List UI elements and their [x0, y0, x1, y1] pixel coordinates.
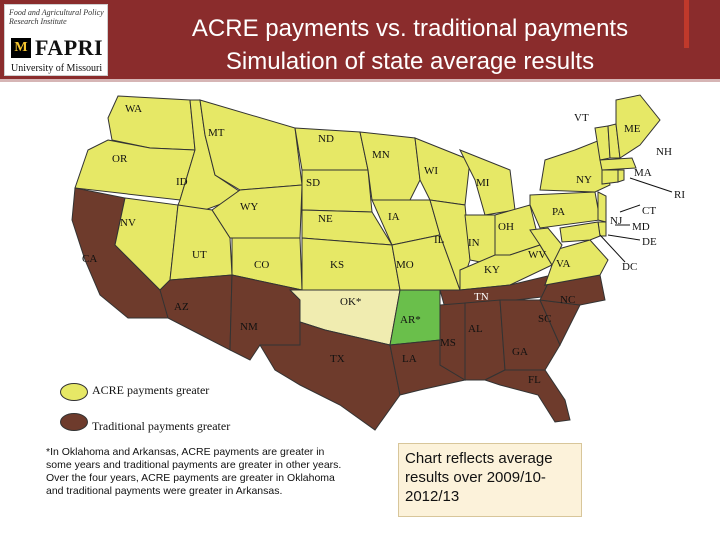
label-id: ID	[176, 176, 188, 188]
leader-ct	[619, 204, 641, 213]
label-ca: CA	[82, 253, 97, 265]
state-fl	[483, 369, 571, 423]
label-nc: NC	[560, 294, 575, 306]
label-wi: WI	[424, 165, 438, 177]
mizzou-m-icon: M	[11, 38, 31, 58]
label-ar: AR*	[400, 314, 421, 326]
label-co: CO	[254, 259, 269, 271]
label-mi: MI	[476, 177, 490, 189]
title-rule	[0, 79, 720, 82]
state-pa	[529, 191, 601, 229]
legend-traditional-swatch	[60, 413, 88, 431]
label-mt: MT	[208, 127, 225, 139]
logo-university-text: University of Missouri	[11, 63, 103, 74]
state-wv	[529, 227, 563, 267]
label-md: MD	[632, 221, 650, 233]
logo-fapri-text: FAPRI	[35, 35, 104, 60]
leader-dc	[599, 234, 626, 263]
label-ut: UT	[192, 249, 207, 261]
label-nv: NV	[120, 217, 136, 229]
label-pa: PA	[552, 206, 565, 218]
label-sc: SC	[538, 313, 551, 325]
period-callout: Chart reflects average results over 2009…	[398, 443, 582, 517]
title-bar: Food and Agricultural Policy Research In…	[0, 0, 720, 82]
slide-title-line2: Simulation of state average results	[225, 48, 595, 75]
footnote: *In Oklahoma and Arkansas, ACRE payments…	[46, 446, 342, 497]
state-ks	[301, 237, 401, 291]
legend-acre-swatch	[60, 383, 88, 401]
state-ny	[539, 139, 611, 193]
label-nh: NH	[656, 146, 672, 158]
state-ri	[617, 169, 625, 183]
label-ga: GA	[512, 346, 528, 358]
slide-title-line1: ACRE payments vs. traditional payments	[191, 15, 629, 42]
state-ct	[601, 169, 619, 185]
label-la: LA	[402, 353, 417, 365]
state-wa	[107, 95, 196, 151]
legend-acre-label: ACRE payments greater	[92, 383, 210, 397]
state-me	[615, 94, 661, 159]
label-me: ME	[624, 123, 641, 135]
label-ky: KY	[484, 264, 500, 276]
leader-de	[607, 234, 641, 241]
leader-ri	[629, 177, 673, 193]
state-or	[74, 139, 196, 201]
label-az: AZ	[174, 301, 189, 313]
label-de: DE	[642, 236, 657, 248]
label-tn: TN	[474, 291, 489, 303]
label-sd: SD	[306, 177, 320, 189]
legend-traditional-label: Traditional payments greater	[92, 419, 231, 433]
label-wv: WV	[528, 249, 546, 261]
state-az	[159, 274, 233, 351]
label-ma: MA	[634, 167, 652, 179]
label-ny: NY	[576, 174, 592, 186]
label-tx: TX	[330, 353, 345, 365]
label-ia: IA	[388, 211, 400, 223]
label-al: AL	[468, 323, 483, 335]
label-ne: NE	[318, 213, 333, 225]
title-accent-bar	[684, 0, 689, 48]
logo-institute-text: Food and Agricultural Policy Research In…	[9, 8, 104, 26]
label-wa: WA	[125, 103, 142, 115]
state-md	[559, 221, 601, 243]
label-ms: MS	[440, 337, 456, 349]
label-in: IN	[468, 237, 480, 249]
us-states-map: WA OR CA NV ID MT WY UT CO AZ NM ND SD N…	[71, 94, 685, 431]
state-ma	[599, 157, 637, 171]
label-mn: MN	[372, 149, 390, 161]
label-wy: WY	[240, 201, 258, 213]
label-fl: FL	[528, 374, 541, 386]
label-ri: RI	[674, 189, 685, 201]
state-ut	[169, 204, 233, 281]
fapri-logo: Food and Agricultural Policy Research In…	[4, 4, 108, 76]
state-ga	[499, 299, 561, 371]
label-ct: CT	[642, 205, 656, 217]
state-mi	[458, 149, 516, 216]
label-vt: VT	[574, 112, 589, 124]
label-nd: ND	[318, 133, 334, 145]
label-nm: NM	[240, 321, 258, 333]
state-al	[464, 299, 506, 381]
label-dc: DC	[622, 261, 637, 273]
label-nj: NJ	[610, 215, 623, 227]
label-ok: OK*	[340, 296, 361, 308]
state-nj	[597, 191, 607, 223]
label-oh: OH	[498, 221, 514, 233]
label-il: IL	[434, 234, 445, 246]
label-ks: KS	[330, 259, 344, 271]
label-va: VA	[556, 258, 571, 270]
label-mo: MO	[396, 259, 414, 271]
label-or: OR	[112, 153, 128, 165]
state-tx	[259, 300, 401, 431]
